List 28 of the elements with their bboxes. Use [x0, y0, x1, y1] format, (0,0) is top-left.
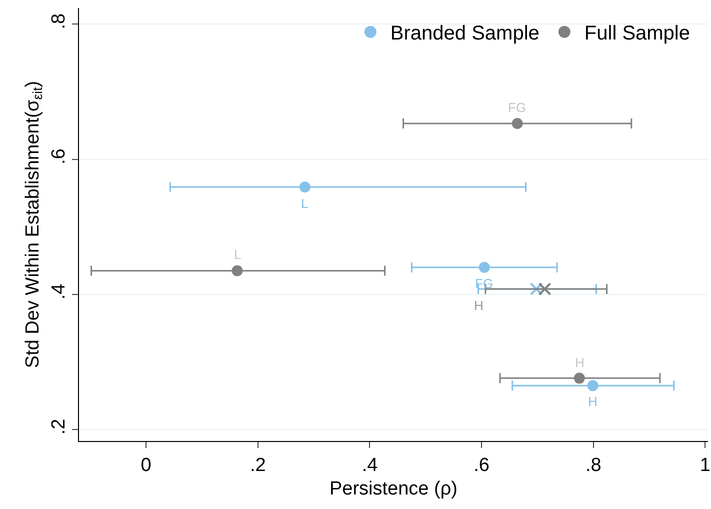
y-tick-label: .4 [48, 283, 70, 300]
y-tick-label: .6 [48, 148, 70, 164]
legend-label: Branded Sample [390, 22, 540, 45]
x-tick-label: .8 [585, 454, 602, 476]
point [587, 380, 598, 392]
point [574, 372, 585, 384]
x-tick-label: 1 [700, 454, 710, 476]
x-axis-title: Persistence (ρ) [329, 478, 458, 500]
x-tick-label: .4 [362, 454, 378, 476]
x-tick-label: 0 [140, 454, 152, 476]
point [232, 265, 243, 276]
point [530, 282, 543, 296]
annotation: FG [508, 100, 526, 115]
x-tick-label: .2 [250, 454, 266, 476]
point [538, 282, 552, 296]
annotation: FG [475, 276, 494, 291]
annotation: L [234, 247, 242, 262]
annotation: H [474, 298, 484, 313]
point [299, 182, 310, 193]
x-tick-label: .6 [474, 454, 490, 476]
point [512, 118, 523, 130]
point [478, 262, 490, 273]
legend-label: Full Sample [584, 22, 690, 45]
annotation: H [575, 355, 584, 370]
y-tick-label: .8 [48, 13, 70, 30]
annotation: H [588, 394, 598, 409]
y-tick-label: .2 [48, 418, 70, 435]
annotation: L [301, 196, 308, 211]
